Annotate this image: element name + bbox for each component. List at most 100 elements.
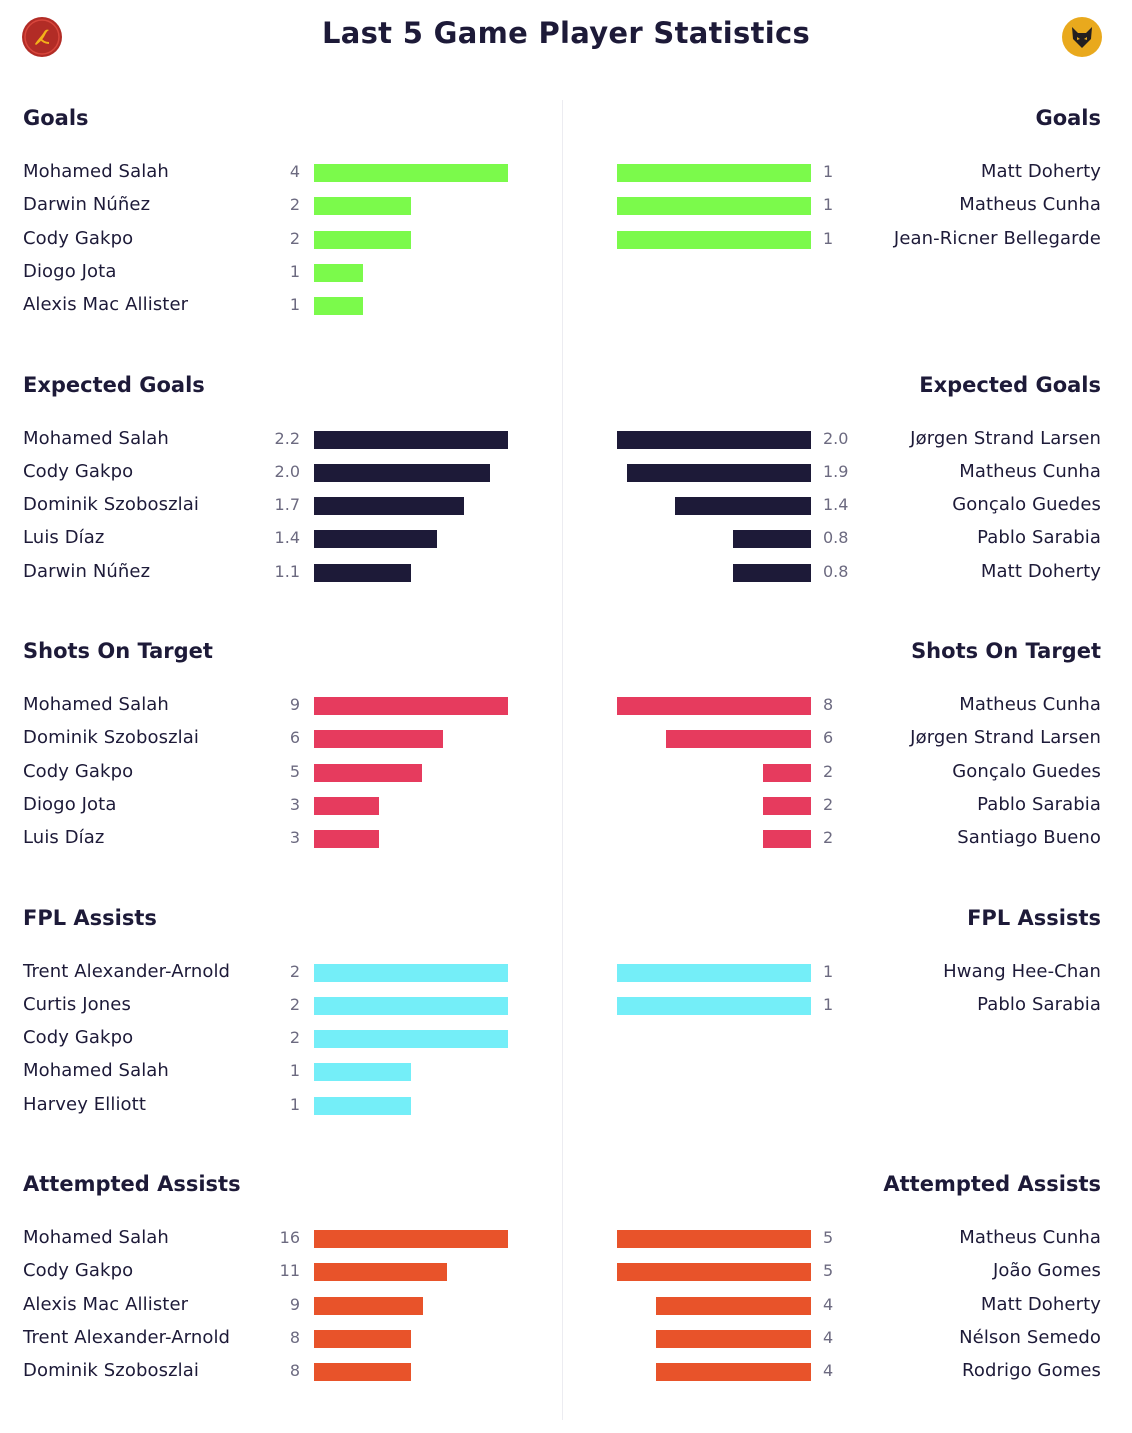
bar — [314, 830, 379, 849]
home-player-row: Mohamed Salah 4 — [0, 159, 1132, 187]
home-player-row: Mohamed Salah 2.2 — [0, 426, 1132, 454]
bar — [617, 1263, 811, 1282]
player-name: João Gomes — [992, 1260, 1101, 1282]
away-player-row: Hwang Hee-Chan 1 — [0, 959, 1132, 987]
data-label: 5 — [823, 1228, 834, 1247]
bar — [314, 1030, 508, 1049]
player-name: Gonçalo Guedes — [952, 760, 1101, 782]
bar — [314, 563, 411, 582]
data-label: 0.8 — [823, 528, 849, 548]
data-label: 1 — [289, 1094, 300, 1114]
player-name: Diogo Jota — [23, 260, 117, 282]
home-section-title: Shots On Target — [23, 639, 213, 663]
data-label: 2 — [289, 195, 300, 215]
player-name: Mohamed Salah — [23, 1060, 169, 1082]
data-label: 2 — [289, 994, 300, 1014]
player-name: Pablo Sarabia — [977, 993, 1101, 1015]
data-label: 1.9 — [823, 461, 849, 481]
away-section-title: Expected Goals — [919, 372, 1101, 397]
player-name: Dominik Szoboszlai — [23, 494, 199, 516]
data-label: 1.1 — [274, 561, 300, 581]
player-name: Matheus Cunha — [959, 194, 1101, 216]
data-label: 16 — [279, 1228, 300, 1247]
data-label: 4 — [823, 1327, 834, 1347]
home-player-row: Alexis Mac Allister 9 — [0, 1292, 1132, 1320]
home-player-row: Trent Alexander-Arnold 8 — [0, 1325, 1132, 1353]
away-player-row: Matt Doherty 4 — [0, 1292, 1132, 1320]
stat-section: Expected Goals Mohamed Salah 2.2 Cody Gakpo… — [0, 368, 1132, 634]
data-label: 1.4 — [823, 495, 849, 515]
bar — [314, 230, 411, 249]
away-player-row: Jørgen Strand Larsen 2.0 — [0, 426, 1132, 454]
away-player-row: Santiago Bueno 2 — [0, 825, 1132, 853]
data-label: 6 — [289, 728, 300, 748]
player-name: Trent Alexander-Arnold — [23, 1326, 231, 1348]
away-player-row: Rodrigo Gomes 4 — [0, 1358, 1132, 1386]
bar — [617, 996, 811, 1015]
player-name: Jørgen Strand Larsen — [910, 727, 1101, 749]
column-divider — [562, 100, 563, 1420]
data-label: 0.8 — [823, 561, 849, 581]
data-label: 4 — [823, 1361, 834, 1381]
away-player-row: Pablo Sarabia 0.8 — [0, 525, 1132, 553]
home-player-row: Harvey Elliott 1 — [0, 1092, 1132, 1120]
home-player-row: Dominik Szoboszlai 1.7 — [0, 492, 1132, 520]
player-name: Matt Doherty — [980, 161, 1101, 182]
away-player-row: Gonçalo Guedes 2 — [0, 759, 1132, 787]
player-name: Cody Gakpo — [23, 460, 134, 482]
bar — [762, 763, 811, 782]
home-player-row: Mohamed Salah 9 — [0, 692, 1132, 720]
data-label: 2.2 — [274, 428, 300, 448]
data-label: 1 — [289, 261, 300, 281]
player-name: Rodrigo Gomes — [962, 1360, 1101, 1382]
player-name: Mohamed Salah — [23, 161, 169, 182]
data-label: 1.7 — [274, 495, 300, 515]
player-name: Diogo Jota — [23, 793, 117, 815]
data-label: 6 — [823, 728, 834, 748]
data-label: 5 — [289, 761, 300, 781]
player-name: Dominik Szoboszlai — [23, 1360, 199, 1382]
home-player-row: Mohamed Salah 1 — [0, 1058, 1132, 1086]
bar — [733, 530, 811, 549]
away-player-row: Matheus Cunha 5 — [0, 1225, 1132, 1253]
data-label: 1 — [289, 1061, 300, 1081]
bar — [314, 1296, 424, 1315]
page-title: Last 5 Game Player Statistics — [321, 16, 811, 50]
home-player-row: Darwin Núñez 1.1 — [0, 559, 1132, 587]
player-name: Luis Díaz — [23, 527, 105, 549]
bar — [617, 197, 811, 216]
bar — [314, 1230, 508, 1248]
bar — [617, 1230, 811, 1248]
bar — [314, 697, 508, 715]
data-label: 2 — [289, 1028, 300, 1048]
away-player-row: Pablo Sarabia 1 — [0, 992, 1132, 1020]
data-label: 2.0 — [274, 461, 300, 481]
bar — [314, 497, 464, 516]
away-player-row: Matt Doherty 0.8 — [0, 559, 1132, 587]
away-player-row: Gonçalo Guedes 1.4 — [0, 492, 1132, 520]
bar — [314, 996, 508, 1015]
player-name: Pablo Sarabia — [977, 793, 1101, 815]
data-label: 1 — [289, 295, 300, 315]
data-label: 5 — [823, 1261, 834, 1281]
bar — [617, 430, 811, 449]
away-section-title: Shots On Target — [911, 639, 1101, 663]
player-name: Curtis Jones — [23, 993, 131, 1015]
bar — [655, 1363, 811, 1382]
data-label: 11 — [279, 1261, 300, 1281]
away-player-row: Nélson Semedo 4 — [0, 1325, 1132, 1353]
home-player-row: Curtis Jones 2 — [0, 992, 1132, 1020]
player-name: Cody Gakpo — [23, 227, 134, 249]
away-section-title: Goals — [1035, 106, 1101, 130]
home-player-row: Dominik Szoboszlai 6 — [0, 725, 1132, 753]
home-player-row: Darwin Núñez 2 — [0, 192, 1132, 220]
bar — [762, 796, 811, 815]
home-section-title: FPL Assists — [23, 905, 157, 930]
player-name: Dominik Szoboszlai — [23, 727, 199, 749]
bar — [314, 164, 508, 182]
home-player-row: Cody Gakpo 11 — [0, 1258, 1132, 1286]
bar — [314, 1096, 411, 1115]
home-player-row: Cody Gakpo 2.0 — [0, 459, 1132, 487]
away-player-row: Matt Doherty 1 — [0, 159, 1132, 187]
away-section-title: FPL Assists — [967, 905, 1101, 930]
